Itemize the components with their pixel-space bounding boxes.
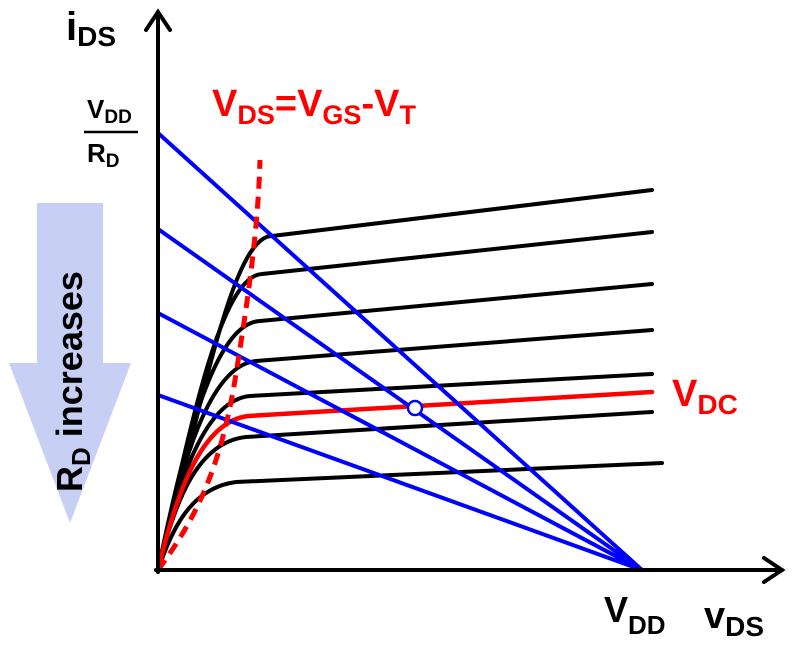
load-line-2 bbox=[156, 227, 644, 572]
saturation-boundary-label: VDS=VGS-VT bbox=[212, 83, 416, 130]
axes bbox=[144, 8, 786, 584]
rd-increases-arrow: RD increases bbox=[9, 203, 131, 523]
vdc-curve bbox=[155, 389, 655, 573]
load-line-1 bbox=[156, 131, 644, 572]
output-curve-7 bbox=[156, 461, 664, 572]
rd-arrow-shape bbox=[9, 203, 131, 523]
load-line-4 bbox=[156, 393, 644, 572]
x-axis-label: vDS bbox=[704, 595, 764, 642]
vdd-over-rd-label: VDD RD bbox=[84, 94, 138, 172]
fraction-numerator: VDD bbox=[87, 94, 132, 128]
y-axis-arrowhead bbox=[144, 8, 172, 32]
vdd-axis-label: VDD bbox=[604, 589, 666, 640]
fraction-denominator: RD bbox=[87, 138, 120, 172]
y-axis-label: iDS bbox=[66, 5, 116, 52]
q-point-marker bbox=[406, 399, 424, 417]
vdc-label: VDC bbox=[672, 373, 738, 420]
saturation-boundary-curve bbox=[155, 159, 263, 572]
rd-arrow-label: RD increases bbox=[49, 271, 96, 492]
x-axis-arrowhead bbox=[762, 556, 786, 584]
